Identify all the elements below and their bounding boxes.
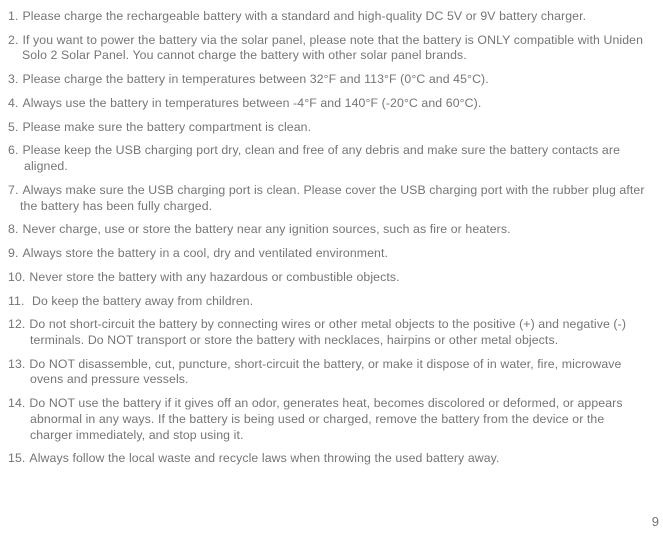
instruction-item: 6.Please keep the USB charging port dry,… (8, 143, 649, 174)
item-text: Do NOT use the battery if it gives off a… (29, 396, 622, 441)
item-number: 12. (8, 317, 29, 331)
instruction-item: 14.Do NOT use the battery if it gives of… (8, 396, 649, 443)
instruction-item: 13.Do NOT disassemble, cut, puncture, sh… (8, 357, 649, 388)
instruction-item: 4.Always use the battery in temperatures… (8, 96, 649, 112)
item-text: If you want to power the battery via the… (22, 33, 643, 63)
item-number: 14. (8, 396, 29, 410)
item-text: Always use the battery in temperatures b… (22, 96, 481, 110)
item-number: 6. (8, 143, 22, 157)
instruction-item: 12.Do not short-circuit the battery by c… (8, 317, 649, 348)
item-number: 11. (8, 294, 28, 308)
item-text: Never charge, use or store the battery n… (22, 222, 510, 236)
instruction-item: 3.Please charge the battery in temperatu… (8, 72, 649, 88)
item-number: 15. (8, 451, 29, 465)
instruction-item: 2.If you want to power the battery via t… (8, 33, 649, 64)
instruction-item: 1.Please charge the rechargeable battery… (8, 9, 649, 25)
item-text: Do NOT disassemble, cut, puncture, short… (29, 357, 621, 387)
item-number: 7. (8, 183, 22, 197)
instruction-item: 8.Never charge, use or store the battery… (8, 222, 649, 238)
item-number: 3. (8, 72, 22, 86)
item-number: 10. (8, 270, 29, 284)
item-text: Always store the battery in a cool, dry … (22, 246, 388, 260)
instruction-item: 11. Do keep the battery away from childr… (8, 294, 649, 310)
item-number: 1. (8, 9, 22, 23)
item-number: 5. (8, 120, 22, 134)
item-text: Never store the battery with any hazardo… (29, 270, 399, 284)
item-text: Please charge the rechargeable battery w… (22, 9, 586, 23)
item-text: Always make sure the USB charging port i… (20, 183, 645, 213)
instruction-item: 7.Always make sure the USB charging port… (8, 183, 649, 214)
item-number: 4. (8, 96, 22, 110)
page-number: 9 (652, 514, 659, 529)
item-number: 8. (8, 222, 22, 236)
item-text: Do keep the battery away from children. (28, 294, 253, 308)
item-number: 2. (8, 33, 22, 47)
instruction-item: 9.Always store the battery in a cool, dr… (8, 246, 649, 262)
instruction-item: 15.Always follow the local waste and rec… (8, 451, 649, 467)
instruction-item: 10.Never store the battery with any haza… (8, 270, 649, 286)
item-number: 9. (8, 246, 22, 260)
item-text: Please keep the USB charging port dry, c… (22, 143, 620, 173)
item-text: Please make sure the battery compartment… (22, 120, 311, 134)
instruction-list: 1.Please charge the rechargeable battery… (8, 9, 649, 467)
item-text: Please charge the battery in temperature… (22, 72, 488, 86)
item-text: Do not short-circuit the battery by conn… (29, 317, 626, 347)
item-text: Always follow the local waste and recycl… (29, 451, 499, 465)
instruction-item: 5.Please make sure the battery compartme… (8, 120, 649, 136)
item-number: 13. (8, 357, 29, 371)
